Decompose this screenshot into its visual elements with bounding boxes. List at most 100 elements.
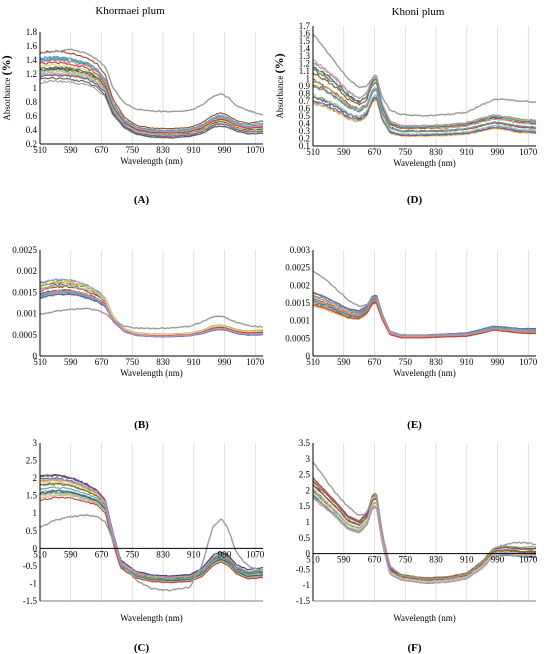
series-line [312,72,537,130]
series-line [39,492,264,583]
y-tick-label: 0.5 [299,111,311,121]
y-tick-label: 1.6 [299,29,311,39]
series-line [39,491,264,583]
chart-title: Khormaei plum [95,5,165,17]
chart-title: Khoni plum [392,6,445,18]
x-tick-label: 990 [218,357,232,367]
y-axis-label: Absorbance (%) [0,55,13,120]
series-line [39,76,264,139]
y-tick-label: 0.6 [299,104,311,114]
panel-c: -1.5 -1 -0.5 0 0.5 1 1.5 2 2.5 3 510 590 670 750 830 91… [23,438,265,654]
y-tick-label: 0.2 [299,134,310,144]
y-tick-label: 0.5 [299,533,311,543]
y-tick-label: 1.3 [299,51,311,61]
series-line [39,486,264,581]
series-line [312,488,537,582]
y-tick-label: 0.0025 [12,245,37,255]
series-line [39,70,264,137]
x-tick-label: 830 [429,357,443,367]
x-tick-label: 590 [64,145,78,155]
y-tick-label: 0.001 [290,316,310,326]
panel-d: 0.10.20.30.40.50.60.70.80.911.11.21.31.4… [272,6,538,206]
y-tick-label: 1 [306,517,311,527]
y-tick-label: 0 [306,549,311,559]
outlier-line [39,48,264,116]
series-line [312,483,537,581]
y-tick-label: 0 [33,351,38,361]
x-tick-label: 1070 [519,147,538,157]
panel-label: (A) [134,194,150,206]
y-tick-label: -1 [303,580,311,590]
panel-label: (F) [407,642,421,654]
outlier-line [312,461,537,581]
x-axis-label: Wavelength (nm) [393,613,456,623]
series-line [39,496,264,584]
y-tick-label: 1.2 [26,69,37,79]
outlier-line [39,307,264,330]
series-line [312,492,537,583]
y-tick-label: 0 [33,543,38,553]
y-tick-label: 1.5 [299,501,311,511]
x-tick-label: 670 [95,145,109,155]
y-tick-label: 1.7 [299,21,311,31]
y-tick-label: 2.5 [299,470,311,480]
series-line [39,480,264,579]
y-tick-label: 0.2 [26,139,37,149]
y-tick-label: 0.002 [290,280,310,290]
y-tick-label: 0.0025 [285,263,310,273]
x-axis-label: Wavelength (nm) [393,368,456,378]
y-tick-label: 0.003 [290,245,311,255]
x-tick-label: 750 [399,357,413,367]
x-tick-label: 830 [156,145,170,155]
x-tick-label: 590 [337,357,351,367]
y-tick-label: 0.9 [299,81,311,91]
x-tick-label: 510 [33,357,47,367]
y-tick-label: 1.1 [299,66,310,76]
y-tick-label: 1.2 [299,59,310,69]
series-line [312,93,537,135]
y-tick-label: 0.8 [299,89,311,99]
y-tick-label: 0.0005 [12,330,37,340]
series-line [39,478,264,578]
y-tick-label: 0.0005 [285,333,310,343]
series-line [312,97,537,137]
series-line [312,291,537,336]
y-tick-label: 1.5 [26,491,38,501]
series-line [39,289,263,337]
y-tick-label: -1.5 [296,596,311,606]
x-tick-label: 1070 [519,555,538,565]
x-tick-label: 590 [337,147,351,157]
series-line [312,496,537,584]
y-axis-label: Absorbance (%) [272,53,286,118]
y-tick-label: 0.001 [17,309,37,319]
y-tick-label: 0.002 [17,266,37,276]
y-tick-label: 1.6 [26,41,38,51]
panel-label: (E) [407,419,422,431]
series-line [39,278,264,335]
series-line [39,482,264,580]
y-tick-label: 0 [306,351,311,361]
y-tick-label: 1 [33,83,38,93]
series-line [39,73,264,137]
series-line [39,56,264,132]
series-line [312,489,537,582]
x-axis-label: Wavelength (nm) [393,158,456,168]
series-line [312,495,537,584]
x-tick-label: 990 [491,357,505,367]
y-tick-label: 3 [306,454,311,464]
y-tick-label: 0.0015 [285,298,310,308]
series-line [312,59,537,127]
series-line [312,302,537,339]
panel-f: -1.5 -1 -0.5 0 0.5 1 1.5 2 2.5 3 3.5 510 590 670 750 83… [296,438,538,654]
series-line [312,484,537,581]
panel-label: (B) [134,419,149,431]
y-tick-label: 0.4 [26,125,38,135]
x-tick-label: 910 [460,555,474,565]
x-axis-label: Wavelength (nm) [120,613,183,623]
series-line [39,280,264,336]
x-tick-label: 510 [306,555,320,565]
x-tick-label: 830 [156,357,170,367]
x-tick-label: 750 [126,357,140,367]
series-line [40,57,264,133]
x-tick-label: 670 [368,147,382,157]
